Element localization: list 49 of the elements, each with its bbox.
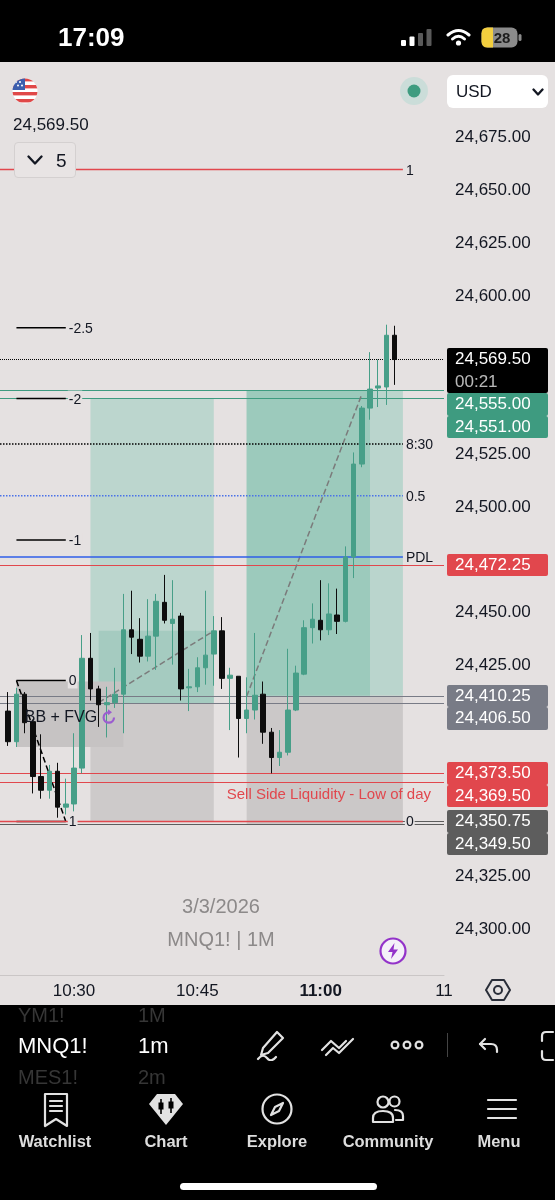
series-label: PDL bbox=[405, 548, 434, 565]
series-label: 0.5 bbox=[405, 487, 426, 504]
y-tick-label: 24,525.00 bbox=[455, 443, 531, 463]
y-tick-label: 24,650.00 bbox=[455, 180, 531, 200]
series-label: 1 bbox=[68, 813, 77, 830]
text: Watchlist bbox=[18, 1131, 92, 1150]
annotation: 5 bbox=[56, 149, 67, 171]
series-label: -1 bbox=[68, 532, 82, 549]
ref-line-label: 24,369.50 bbox=[455, 784, 532, 807]
annotation: 3/3/2026 bbox=[182, 895, 260, 917]
ref-line-label: 24,555.00 bbox=[455, 393, 532, 416]
y-tick-label: 24,625.00 bbox=[455, 232, 531, 252]
text: 17:09 bbox=[58, 22, 125, 52]
ref-line-label: 24,373.50 bbox=[455, 762, 532, 785]
series-label: 1 bbox=[405, 161, 414, 178]
annotation: MNQ1! | 1M bbox=[167, 928, 275, 950]
ref-line-label: 24,410.25 bbox=[455, 684, 532, 707]
series-label: -2.5 bbox=[68, 319, 94, 336]
y-tick-label: 24,425.00 bbox=[455, 655, 531, 675]
text: USD bbox=[456, 81, 492, 101]
y-tick-label: 24,675.00 bbox=[455, 127, 531, 147]
ref-line-label: 24,349.50 bbox=[455, 832, 532, 855]
series-label: 0 bbox=[68, 672, 77, 689]
y-tick-label: 24,500.00 bbox=[455, 496, 531, 516]
ref-line-label: 24,406.50 bbox=[455, 707, 532, 729]
annotation: 24,569.50 bbox=[13, 114, 89, 134]
text: Explore bbox=[246, 1131, 308, 1150]
text: 1m bbox=[138, 1033, 169, 1058]
ref-line-label: 24,350.75 bbox=[455, 810, 532, 833]
x-tick-label: 11:00 bbox=[299, 981, 342, 1000]
x-tick-label: 10:30 bbox=[52, 981, 96, 1000]
series-label: 8:30 bbox=[405, 435, 434, 452]
series-label: 0 bbox=[405, 813, 414, 830]
ref-line-label: 24,569.50 00:21 bbox=[455, 348, 532, 393]
x-tick-label: 10:45 bbox=[176, 981, 219, 1000]
text: Menu bbox=[477, 1131, 521, 1150]
text: 28 bbox=[493, 28, 511, 46]
text: Chart bbox=[144, 1131, 188, 1150]
annotation: Sell Side Liquidity - Low of day bbox=[226, 784, 432, 802]
text: MNQ1! bbox=[18, 1033, 88, 1058]
y-tick-label: 24,600.00 bbox=[455, 285, 531, 305]
series-label: -2 bbox=[68, 390, 82, 407]
text: Community bbox=[342, 1131, 434, 1150]
ref-line-label: 24,472.25 bbox=[455, 553, 532, 576]
y-tick-label: 24,450.00 bbox=[455, 602, 531, 622]
x-tick-label: 11 bbox=[435, 981, 453, 1000]
ref-line-label: 24,551.00 bbox=[455, 415, 532, 438]
y-tick-label: 24,300.00 bbox=[455, 919, 531, 939]
y-tick-label: 24,325.00 bbox=[455, 866, 531, 886]
